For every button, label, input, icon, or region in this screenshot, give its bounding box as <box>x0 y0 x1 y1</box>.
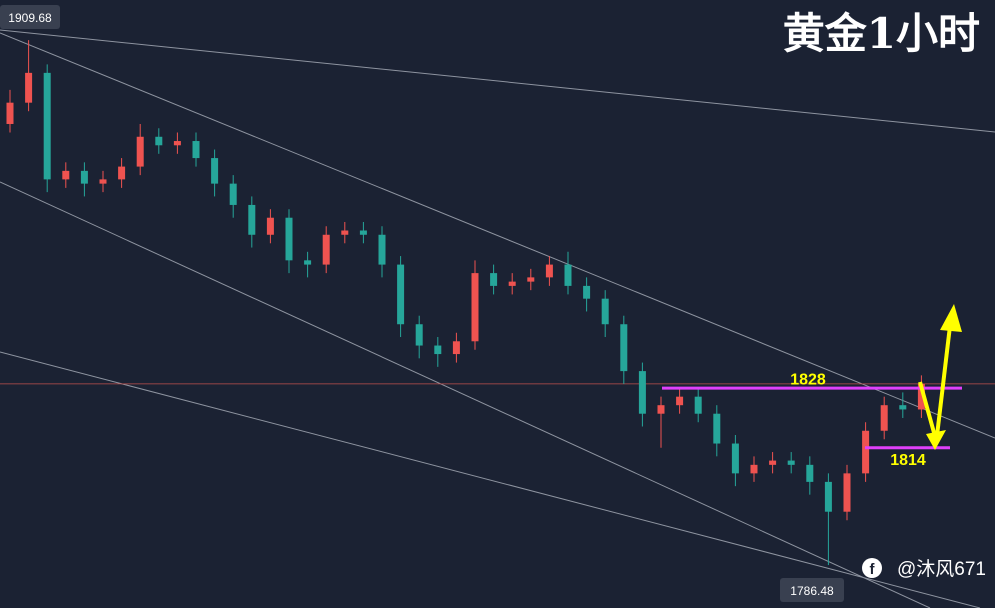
candle-body <box>471 273 479 342</box>
arrow-down <box>918 381 938 441</box>
candle-body <box>359 230 367 235</box>
candle-body <box>155 136 163 146</box>
candle-body <box>824 481 832 512</box>
arrow-up <box>934 325 952 445</box>
trend-line <box>0 32 995 439</box>
candle-body <box>6 102 14 124</box>
candle-body <box>750 464 758 474</box>
candle-body <box>452 341 460 355</box>
candle-body <box>787 460 795 465</box>
candle-body <box>508 281 516 286</box>
candle-body <box>266 217 274 235</box>
candle-body <box>638 371 646 414</box>
candle-body <box>118 166 126 180</box>
candle-body <box>43 72 51 180</box>
candle-body <box>378 234 386 265</box>
candle-body <box>843 473 851 512</box>
level-label: 1828 <box>790 371 826 388</box>
chart-title: 黄金1小时 <box>783 9 980 58</box>
arrows <box>918 304 962 450</box>
candle-body <box>434 345 442 355</box>
candle-body <box>341 230 349 235</box>
plot: 1828 1814 <box>0 40 995 566</box>
candle-body <box>248 204 256 235</box>
high-label: 1909.68 <box>8 11 52 25</box>
candle-body <box>322 234 330 265</box>
candle-body <box>136 136 144 167</box>
trend-lines <box>0 29 995 608</box>
candle-body <box>769 460 777 465</box>
candle-body <box>211 158 219 184</box>
candle-body <box>490 273 498 286</box>
candle-body <box>545 264 553 278</box>
candle-body <box>694 396 702 414</box>
candle-body <box>620 324 628 372</box>
candle-body <box>80 170 88 184</box>
candle-body <box>713 413 721 444</box>
candle-body <box>880 405 888 431</box>
candle-body <box>899 405 907 410</box>
low-label: 1786.48 <box>790 584 834 598</box>
candle-body <box>917 383 925 410</box>
candle-body <box>731 443 739 474</box>
logo-f: f <box>870 561 876 578</box>
candle-body <box>862 430 870 474</box>
high-label-box <box>0 5 60 29</box>
logo <box>862 558 882 578</box>
candle-body <box>676 396 684 406</box>
trend-line <box>0 351 981 608</box>
candle-body <box>564 264 572 286</box>
candle-body <box>173 141 181 146</box>
arrow-head <box>940 304 962 332</box>
candle-body <box>806 464 814 482</box>
candle-body <box>192 141 200 159</box>
candle-body <box>657 405 665 414</box>
candle-body <box>527 277 535 282</box>
candle-body <box>229 183 237 205</box>
candle-body <box>583 285 591 299</box>
watermark: @沐风671 <box>897 558 986 580</box>
trend-line <box>0 29 995 133</box>
low-label-box <box>780 578 844 602</box>
candle-body <box>62 170 70 180</box>
candle-body <box>25 72 33 103</box>
trend-line <box>0 181 931 608</box>
level-label: 1814 <box>890 452 926 469</box>
candle-body <box>415 324 423 346</box>
candle-body <box>285 217 293 261</box>
candle-body <box>397 264 405 325</box>
candle-body <box>99 179 107 184</box>
candle-body <box>304 260 312 265</box>
candle-body <box>601 298 609 325</box>
